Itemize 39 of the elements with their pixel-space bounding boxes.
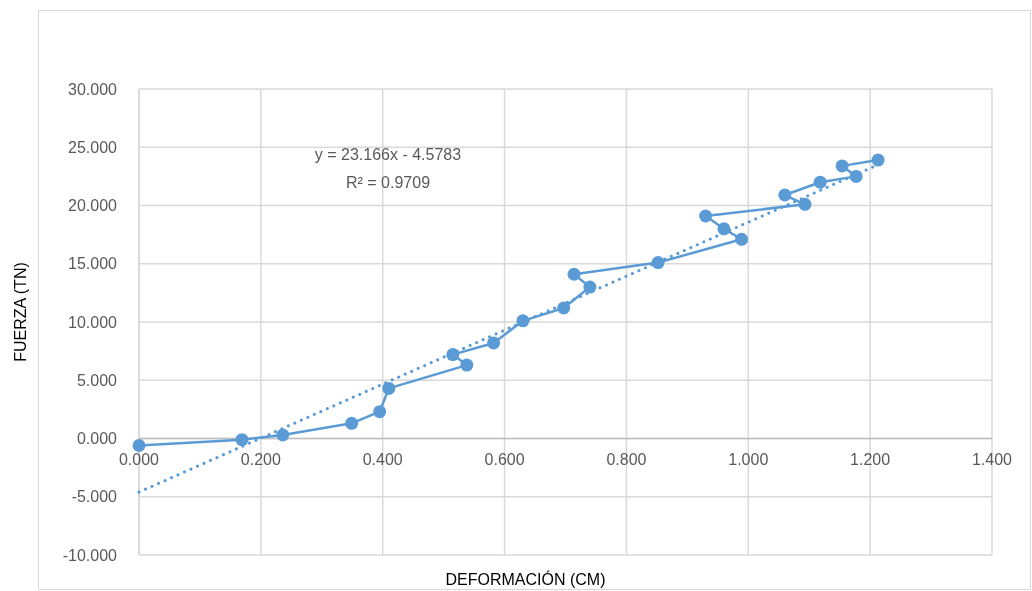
y-tick-label: 20.000 xyxy=(68,197,118,215)
point xyxy=(651,256,665,270)
x-tick-label: 1.400 xyxy=(971,450,1013,468)
point xyxy=(835,159,849,173)
point xyxy=(871,153,885,167)
y-tick-label: 10.000 xyxy=(68,313,118,331)
y-axis-title: FUERZA (TN) xyxy=(12,262,29,362)
y-tick-label: 5.000 xyxy=(76,371,118,389)
point xyxy=(567,267,581,281)
point xyxy=(813,175,827,189)
x-tick-label: 0.400 xyxy=(362,450,403,468)
y-tick-label: 30.000 xyxy=(68,80,118,98)
y-tick-label: 15.000 xyxy=(68,255,118,273)
point xyxy=(373,405,387,419)
point xyxy=(557,301,571,315)
x-tick-label: 1.000 xyxy=(728,450,769,468)
point xyxy=(778,188,792,202)
point xyxy=(345,416,359,430)
annotation: R² = 0.9709 xyxy=(345,174,431,191)
annotation: y = 23.166x - 4.5783 xyxy=(314,146,462,163)
point xyxy=(382,381,396,395)
point xyxy=(699,209,713,223)
y-tick-label: 0.000 xyxy=(76,430,118,448)
point xyxy=(235,433,249,447)
point xyxy=(798,197,812,211)
point xyxy=(132,438,146,452)
x-tick-label: 1.200 xyxy=(850,450,891,468)
x-tick-label: 0.600 xyxy=(484,450,525,468)
x-tick-label: 0.800 xyxy=(606,450,647,468)
y-tick-label: -10.000 xyxy=(62,546,118,564)
y-tick-label: 25.000 xyxy=(68,138,118,156)
y-tick-label: -5.000 xyxy=(71,488,118,506)
point xyxy=(487,336,501,350)
x-axis-title: DEFORMACIÓN (CM) xyxy=(445,570,606,588)
x-tick-label: 0.000 xyxy=(118,450,160,468)
point xyxy=(735,232,749,246)
x-tick-label: 0.200 xyxy=(240,450,281,468)
point xyxy=(276,428,290,442)
point xyxy=(460,358,474,372)
